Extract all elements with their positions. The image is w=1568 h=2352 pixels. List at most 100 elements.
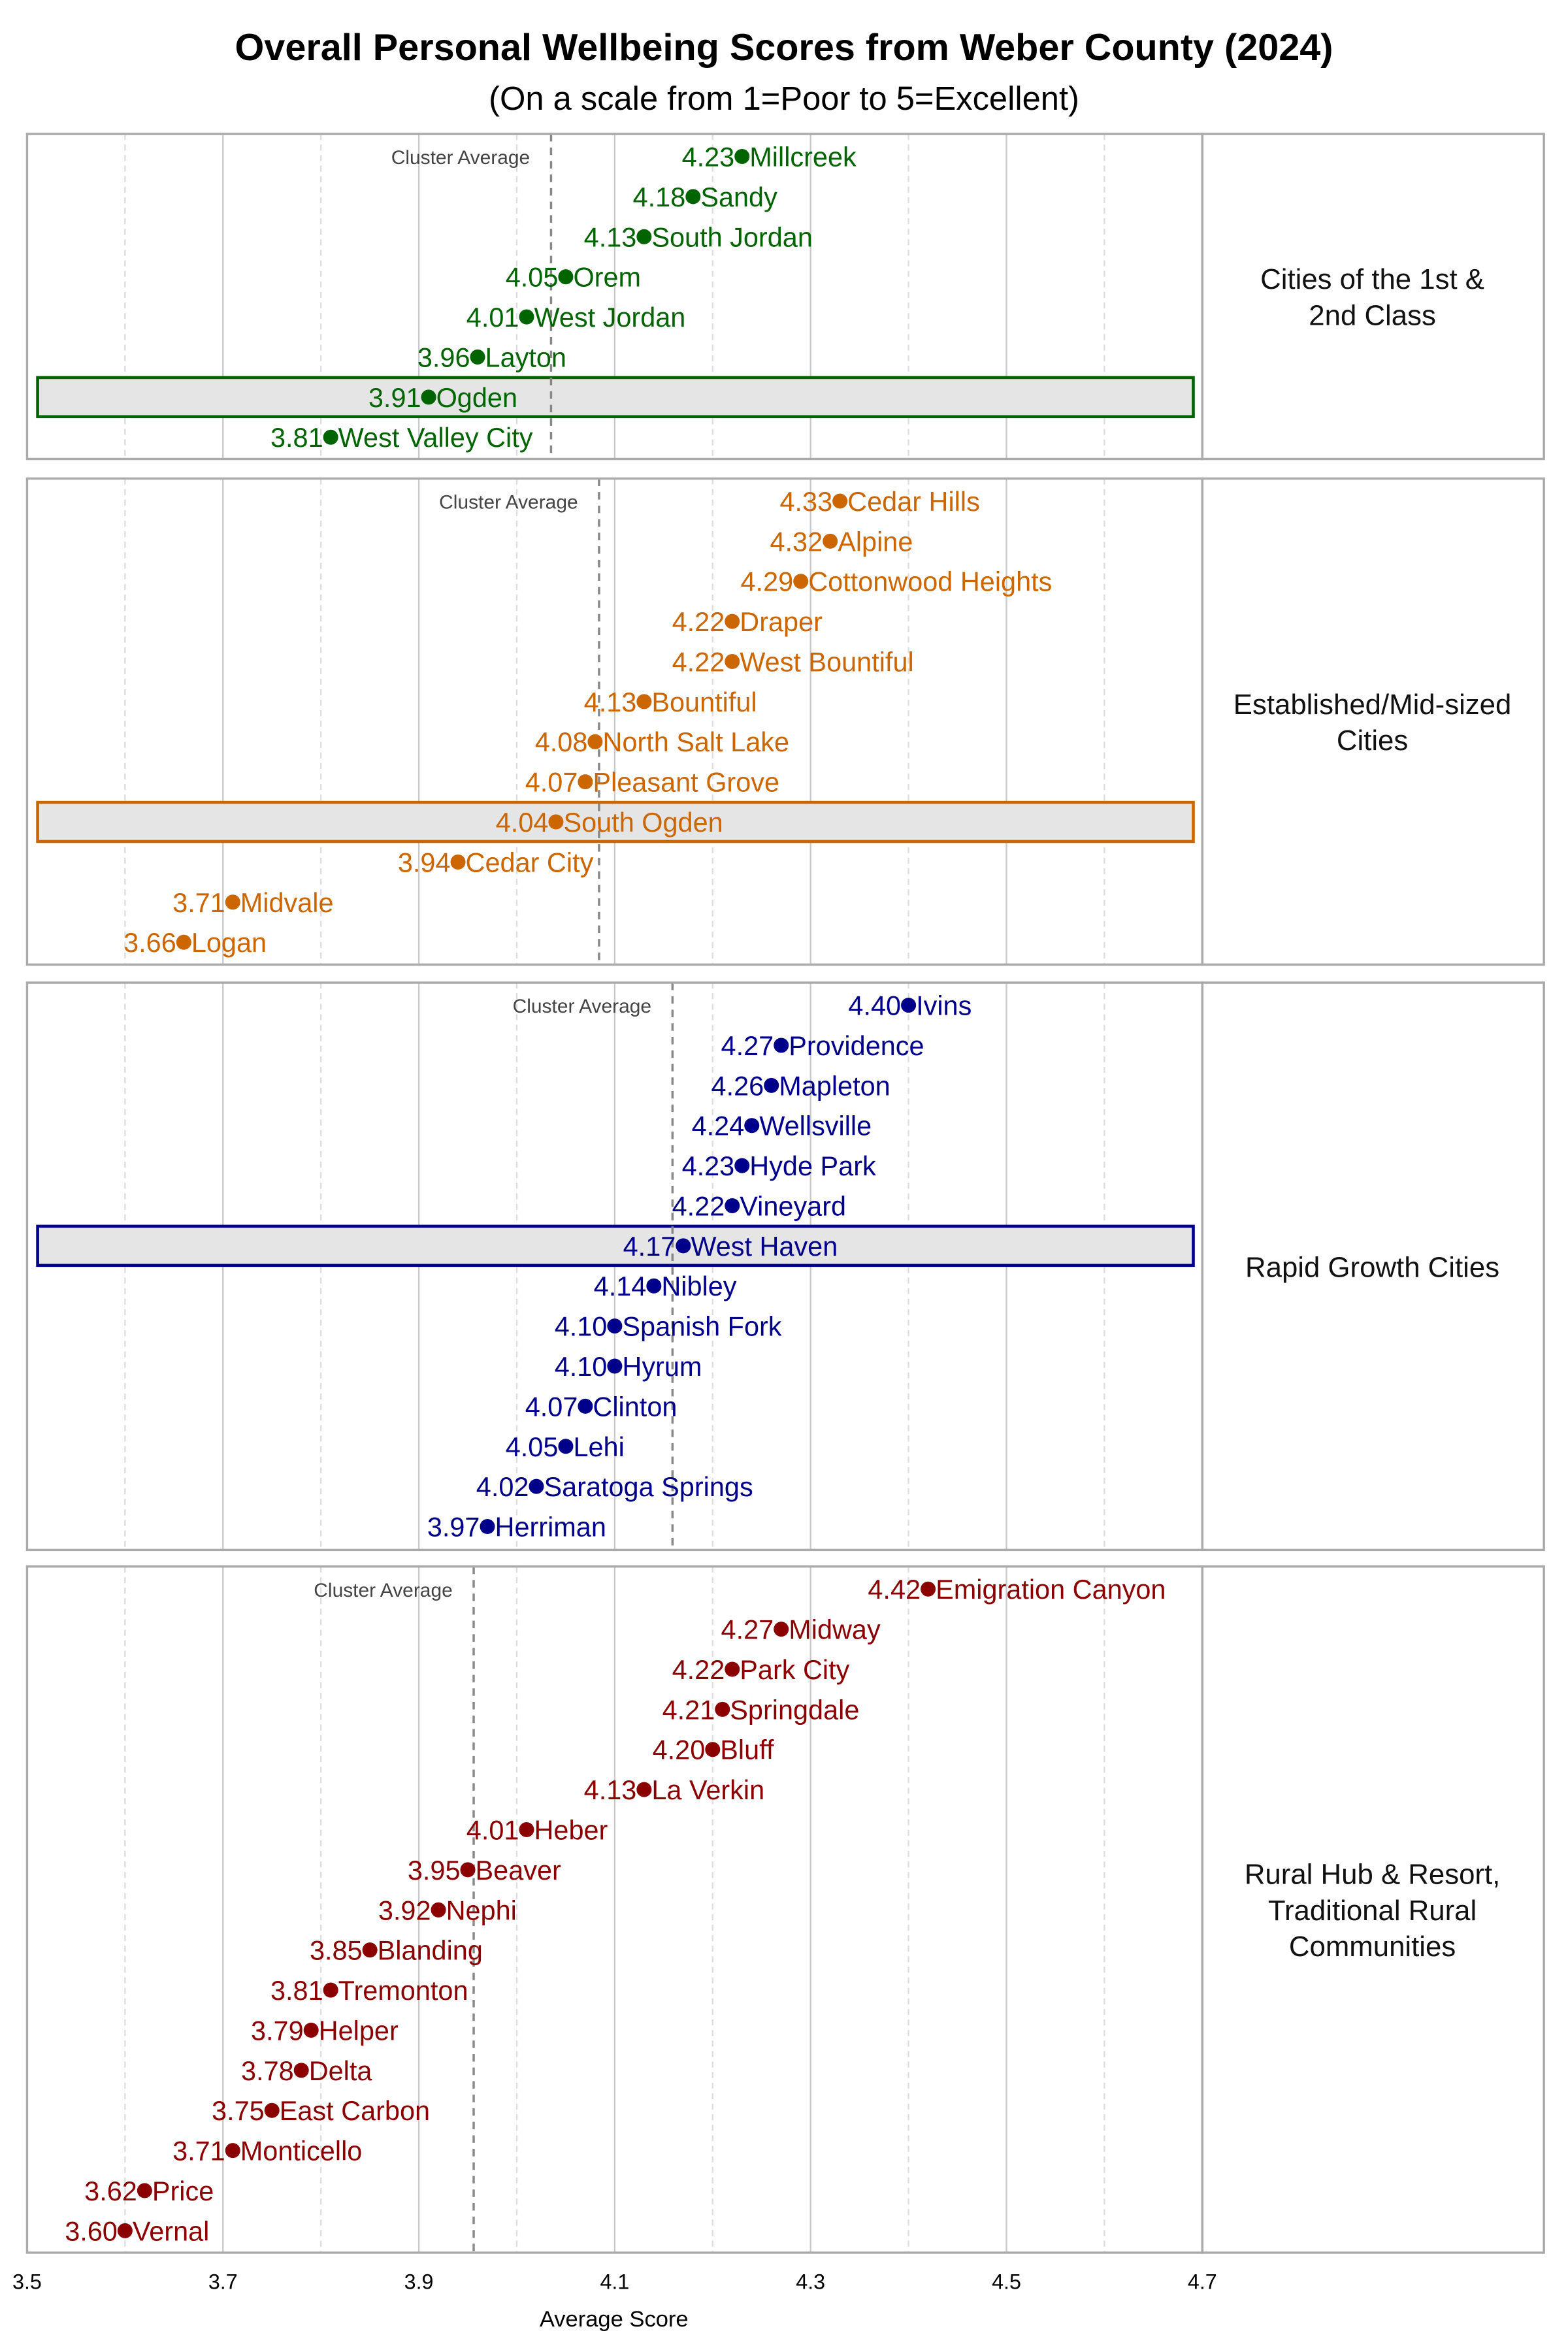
city-label: Wellsville — [759, 1111, 872, 1141]
city-label: Millcreek — [749, 142, 857, 172]
data-point — [460, 1862, 476, 1878]
data-point — [225, 894, 240, 910]
value-label: 4.22 — [672, 1190, 725, 1221]
data-point — [685, 189, 701, 204]
city-label: Lehi — [573, 1431, 624, 1462]
data-point — [734, 1158, 750, 1173]
facet-strip — [1201, 1565, 1545, 2254]
data-point — [323, 429, 338, 445]
value-label: 4.27 — [721, 1030, 774, 1061]
city-label: Providence — [789, 1030, 924, 1061]
x-tick-label: 4.5 — [992, 2270, 1021, 2293]
data-point — [901, 998, 917, 1013]
value-label: 4.08 — [535, 727, 588, 757]
city-label: Draper — [740, 606, 823, 637]
city-label: East Carbon — [280, 2095, 430, 2126]
value-label: 3.81 — [270, 1975, 323, 2006]
value-label: 3.60 — [65, 2215, 118, 2246]
data-point — [793, 574, 809, 589]
city-label: West Bountiful — [740, 646, 913, 677]
value-label: 4.14 — [594, 1271, 647, 1301]
city-label: Midvale — [240, 887, 334, 918]
value-label: 3.78 — [241, 2055, 294, 2086]
value-label: 3.81 — [270, 422, 323, 453]
chart-subtitle: (On a scale from 1=Poor to 5=Excellent) — [489, 80, 1079, 117]
value-label: 3.66 — [123, 927, 176, 958]
city-label: Tremonton — [338, 1975, 468, 2006]
city-label: West Valley City — [338, 422, 533, 453]
city-label: Mapleton — [779, 1070, 890, 1101]
value-label: 4.20 — [653, 1735, 706, 1765]
city-label: West Jordan — [534, 302, 685, 333]
data-point — [264, 2102, 280, 2118]
data-point — [607, 1318, 623, 1334]
facet-panel: Cluster Average 4.42 Emigration Canyon 4.27… — [25, 1565, 1545, 2254]
data-point — [774, 1622, 789, 1637]
facet-strip-label: Rural Hub & Resort, — [1245, 1859, 1500, 1891]
value-label: 3.62 — [84, 2176, 137, 2206]
facet-strip-label: Traditional Rural — [1268, 1895, 1477, 1927]
city-label: Bountiful — [651, 687, 757, 717]
value-label: 4.29 — [741, 566, 794, 597]
value-label: 4.13 — [584, 221, 637, 252]
highlight-box — [36, 1224, 1195, 1267]
facet-strip — [1201, 981, 1545, 1552]
data-point — [587, 734, 603, 749]
data-point — [519, 309, 534, 325]
data-point — [578, 1398, 593, 1414]
data-point — [519, 1822, 534, 1838]
value-label: 4.22 — [672, 646, 725, 677]
data-point — [362, 1942, 378, 1958]
value-label: 4.01 — [466, 302, 519, 333]
data-point — [117, 2223, 133, 2238]
facet-panel: Cluster Average 4.33 Cedar Hills 4.32 Alpine… — [25, 477, 1545, 966]
data-point — [529, 1478, 544, 1494]
city-label: Helper — [319, 2015, 399, 2046]
value-label: 3.71 — [172, 887, 225, 918]
data-point — [431, 1902, 446, 1918]
value-label: 4.32 — [770, 526, 823, 557]
data-point — [823, 533, 838, 549]
data-point — [734, 149, 750, 165]
data-point — [578, 774, 593, 790]
facet-strip-label: Cities of the 1st & — [1260, 263, 1484, 295]
city-label: Sandy — [700, 182, 777, 212]
city-label: Emigration Canyon — [936, 1574, 1166, 1605]
data-point — [636, 229, 652, 244]
value-label: 4.23 — [682, 1151, 735, 1181]
data-point — [558, 1439, 574, 1454]
cluster-average-label: Cluster Average — [391, 147, 530, 169]
value-label: 4.13 — [584, 1774, 637, 1805]
city-label: Ogden — [436, 382, 517, 413]
city-label: Saratoga Springs — [544, 1471, 753, 1502]
data-point — [176, 934, 191, 950]
city-label: Delta — [309, 2055, 373, 2086]
city-label: Layton — [485, 342, 566, 372]
value-label: 3.79 — [251, 2015, 304, 2046]
city-label: Bluff — [720, 1735, 774, 1765]
x-axis: 3.5 3.7 3.9 4.1 4.3 4.5 4.7 — [12, 2270, 1217, 2293]
value-label: 4.21 — [662, 1694, 715, 1725]
x-tick-label: 4.3 — [796, 2270, 825, 2293]
city-label: Monticello — [240, 2136, 363, 2166]
data-point — [548, 814, 564, 830]
value-label: 4.05 — [506, 262, 559, 293]
value-label: 4.07 — [525, 1391, 578, 1422]
value-label: 3.95 — [408, 1855, 461, 1886]
city-label: Orem — [573, 262, 641, 293]
city-label: West Haven — [691, 1231, 838, 1262]
x-tick-label: 3.9 — [404, 2270, 434, 2293]
city-label: South Jordan — [651, 221, 813, 252]
city-label: Hyde Park — [749, 1151, 876, 1181]
value-label: 4.13 — [584, 687, 637, 717]
city-label: Herriman — [495, 1512, 606, 1543]
data-point — [303, 2022, 319, 2038]
data-point — [421, 389, 436, 405]
data-point — [470, 349, 485, 365]
city-label: North Salt Lake — [602, 727, 789, 757]
highlight-box — [36, 376, 1195, 419]
data-point — [725, 613, 740, 629]
city-label: Price — [152, 2176, 214, 2206]
city-label: Cottonwood Heights — [808, 566, 1052, 597]
